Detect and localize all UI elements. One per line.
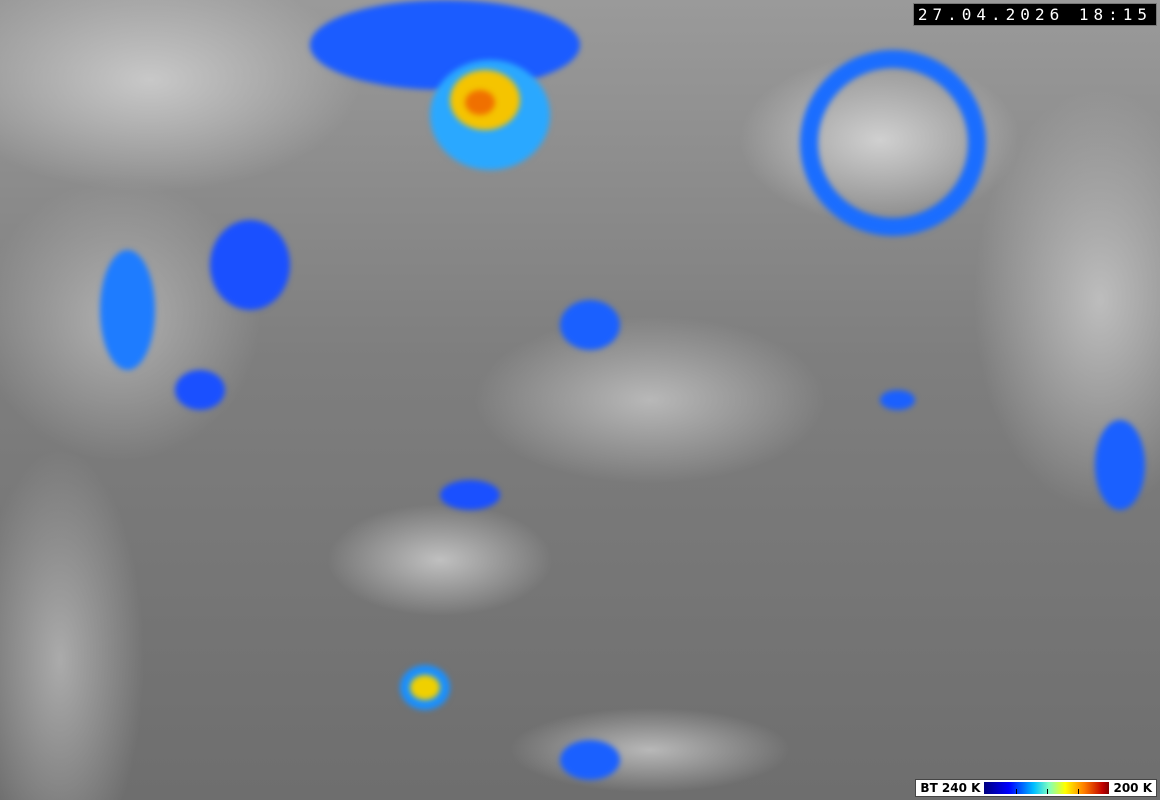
- cloud-cell: [175, 370, 225, 410]
- color-scale-legend: BT 240 K 200 K: [915, 779, 1157, 797]
- cloud-cell: [465, 90, 495, 115]
- cloud-cell: [310, 0, 580, 90]
- legend-min-label: BT 240 K: [920, 781, 981, 795]
- color-scale-bar: [984, 782, 1110, 794]
- cloud-cell: [560, 740, 620, 780]
- cloud-cell: [1095, 420, 1145, 510]
- cloud-cell: [410, 675, 440, 700]
- timestamp: 27.04.2026 18:15: [912, 3, 1157, 26]
- scale-tick: [1015, 789, 1017, 794]
- cloud-cell: [560, 300, 620, 350]
- cloud-cell: [800, 50, 986, 236]
- cloud-cell: [440, 480, 500, 510]
- scale-tick: [1078, 789, 1080, 794]
- legend-max-label: 200 K: [1113, 781, 1152, 795]
- cloud-cell: [100, 250, 155, 370]
- cloud-cell: [210, 220, 290, 310]
- scale-tick: [1046, 789, 1048, 794]
- cloud-cell: [880, 390, 915, 410]
